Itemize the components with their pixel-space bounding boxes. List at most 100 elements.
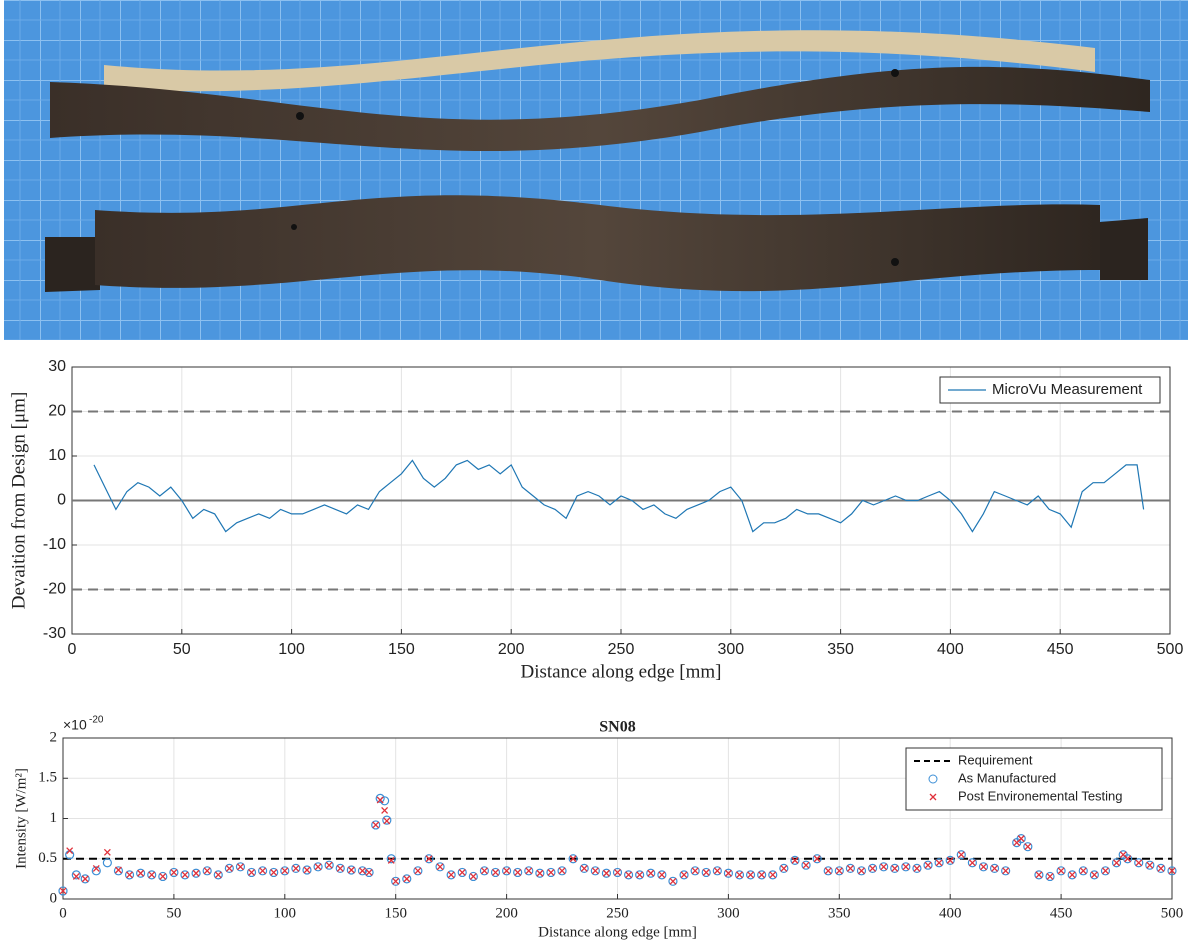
point — [757, 870, 767, 880]
flexure-bottom — [95, 195, 1100, 292]
point — [680, 871, 688, 879]
point — [248, 868, 255, 876]
x-tick-label: 0 — [68, 641, 77, 658]
point — [702, 868, 710, 876]
point — [525, 867, 533, 875]
point — [169, 867, 179, 878]
point — [425, 855, 433, 863]
point — [569, 855, 577, 863]
point — [1135, 859, 1143, 867]
point — [103, 848, 111, 856]
point — [365, 868, 373, 876]
point — [779, 863, 789, 874]
point — [126, 871, 133, 879]
point — [71, 870, 81, 880]
point — [383, 817, 391, 825]
point — [1111, 858, 1122, 868]
photo — [4, 0, 1188, 340]
point — [376, 796, 384, 804]
x-tick-label: 350 — [827, 641, 854, 658]
point — [635, 870, 645, 880]
point — [945, 855, 955, 865]
point — [846, 864, 854, 872]
point — [601, 868, 612, 878]
point — [479, 866, 490, 876]
point — [745, 870, 756, 880]
point — [1046, 873, 1054, 880]
point — [469, 873, 477, 880]
point — [913, 864, 921, 872]
point — [224, 863, 234, 874]
point — [402, 874, 412, 884]
point — [235, 862, 246, 872]
point — [502, 866, 512, 876]
hole — [291, 224, 297, 230]
point — [246, 867, 257, 878]
point — [623, 870, 634, 880]
point — [159, 873, 167, 880]
point — [1156, 863, 1166, 874]
point — [336, 864, 344, 872]
point — [690, 866, 700, 876]
point — [1068, 871, 1076, 879]
point — [1100, 866, 1111, 876]
point — [991, 864, 999, 872]
point — [1001, 866, 1011, 876]
point — [758, 871, 766, 879]
point — [602, 869, 610, 877]
point — [1157, 864, 1165, 872]
point — [1002, 867, 1010, 875]
x-axis-label: Distance along edge [mm] — [538, 924, 697, 940]
point — [1034, 870, 1044, 880]
point — [568, 854, 578, 864]
point — [314, 863, 322, 871]
y-tick-label: 1.5 — [38, 770, 57, 786]
point — [280, 866, 290, 876]
point — [181, 871, 189, 879]
point — [281, 867, 289, 875]
point — [313, 862, 323, 872]
hole — [891, 258, 899, 266]
point — [58, 886, 68, 896]
point — [812, 854, 822, 864]
point — [371, 820, 381, 830]
legend: Requirement As Manufactured Post Environem… — [905, 747, 1163, 811]
legend-label: MicroVu Measurement — [992, 381, 1143, 398]
chart: 0 50 100 150 200 250 300 350 400 450 500 0 0.5 1 1.5 2 D… — [13, 715, 1183, 941]
point — [391, 876, 401, 886]
y-tick-label: -10 — [43, 536, 66, 553]
y-tick-label: 10 — [48, 447, 66, 464]
point — [723, 868, 734, 878]
point — [180, 870, 190, 880]
y-tick-label: -30 — [43, 625, 66, 642]
point — [102, 858, 112, 868]
legend-swatch — [929, 793, 937, 801]
point — [490, 867, 501, 878]
flexure-top — [50, 66, 1150, 152]
point — [214, 871, 222, 879]
chart: 0 50 100 150 200 250 300 350 400 450 500 -30 -20 -10 0… — [8, 358, 1183, 682]
point — [492, 868, 499, 876]
point — [769, 871, 777, 879]
point — [856, 866, 867, 876]
y-axis-label: Intensity [W/m²] — [13, 768, 29, 869]
point — [147, 870, 157, 880]
point — [869, 864, 877, 872]
x-tick-label: 400 — [939, 905, 962, 921]
point — [292, 864, 300, 872]
point — [713, 867, 721, 875]
backing-strip — [104, 30, 1095, 92]
point — [357, 866, 368, 876]
point — [191, 868, 201, 878]
point — [679, 870, 689, 880]
point — [170, 868, 178, 876]
point — [880, 863, 888, 871]
point — [956, 850, 966, 860]
y-tick-label: 0 — [50, 890, 58, 906]
point — [347, 866, 355, 874]
x-tick-label: 150 — [388, 641, 415, 658]
point — [480, 867, 488, 875]
point — [1023, 842, 1033, 852]
point — [424, 854, 434, 864]
